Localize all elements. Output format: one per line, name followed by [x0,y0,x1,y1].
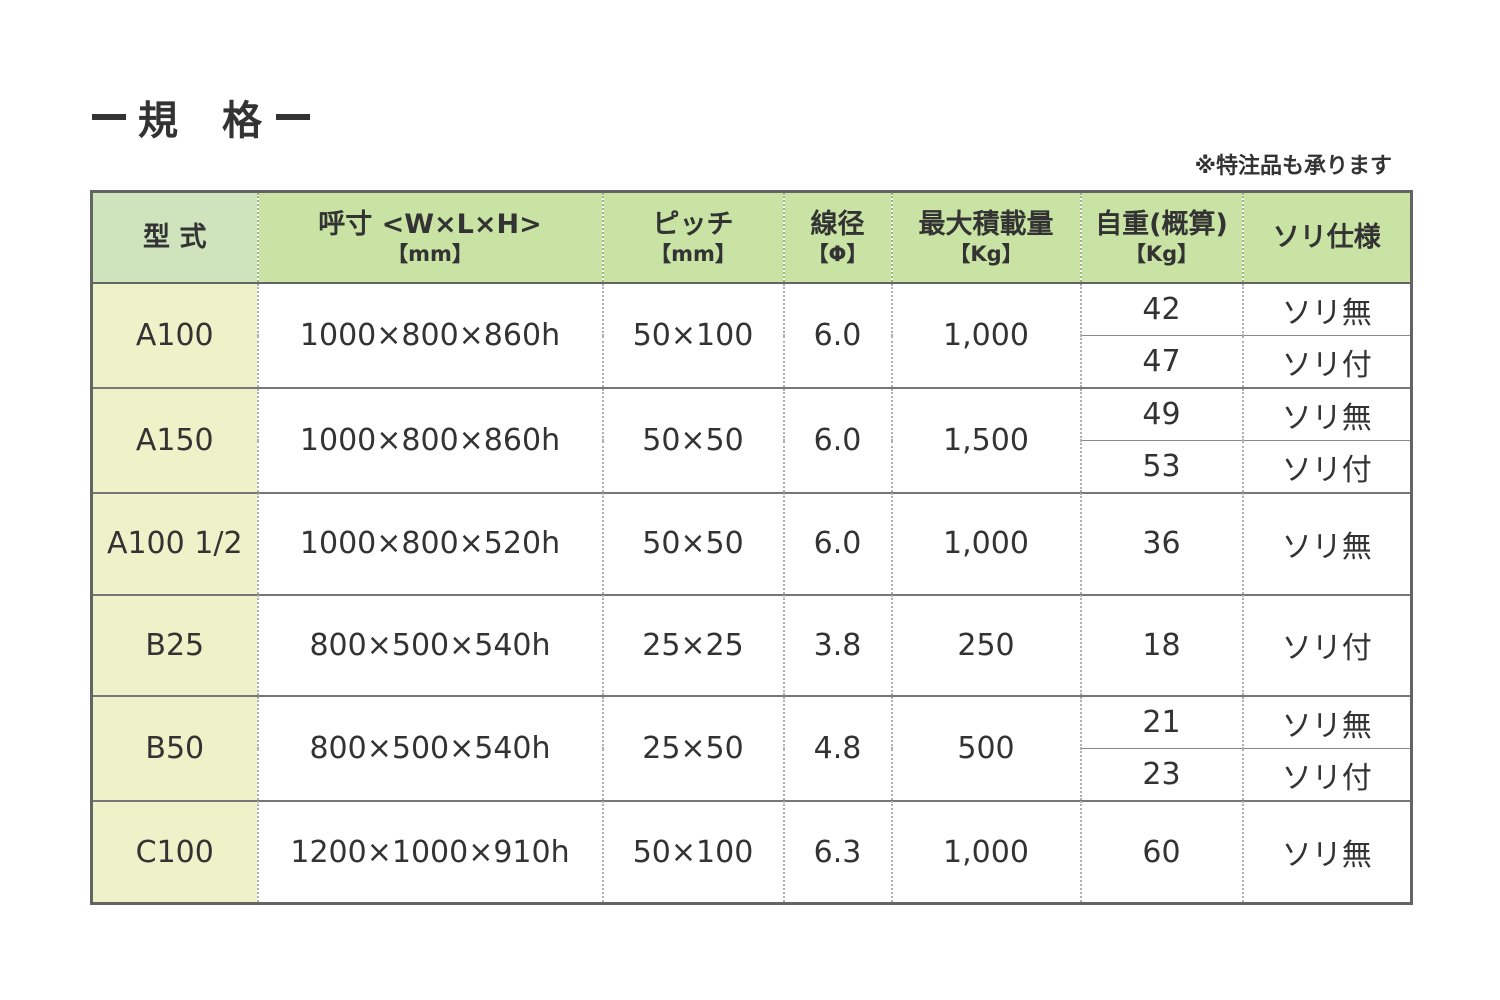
header-load-label: 最大積載量 [918,208,1054,240]
header-pitch-unit: 【mm】 [650,241,736,266]
header-weight-label: 自重(概算) [1095,208,1228,240]
model-cell: A100 [91,283,259,388]
table-subrow: 23 ソリ付 [92,748,1412,801]
pitch-cell: 25×50 [602,695,785,801]
table-row: A150 1000×800×860h 50×50 6.0 1,500 49 ソリ… [91,387,1412,493]
title-dash-right [276,114,310,120]
weight-cell: 53 [1080,440,1244,493]
load-cell: 500 [891,695,1082,801]
weight-cell: 18 [1080,593,1244,696]
pitch-cell: 50×100 [602,283,785,388]
table-subrow: 47 ソリ付 [92,335,1412,388]
size-cell: 1000×800×860h [257,387,604,493]
size-cell: 800×500×540h [257,695,604,801]
header-sled: ソリ仕様 [1242,191,1412,284]
weight-cell: 60 [1080,800,1244,904]
header-load: 最大積載量 【Kg】 [891,191,1082,284]
size-cell: 1200×1000×910h [257,800,604,904]
wire-cell: 4.8 [783,695,893,801]
model-cell: B50 [91,695,259,801]
model-cell: C100 [91,800,259,904]
spec-table: 型 式 呼寸 <W×L×H> 【mm】 ピッチ 【mm】 線径 【Φ】 最大積載… [90,190,1413,905]
load-cell: 1,500 [891,387,1082,493]
header-wire-label: 線径 [810,208,865,240]
header-weight: 自重(概算) 【Kg】 [1080,191,1244,284]
wire-cell: 3.8 [783,593,893,696]
model-cell: A100 1/2 [91,492,259,595]
table-row: B50 800×500×540h 25×50 4.8 500 21 ソリ無 [91,695,1412,801]
wire-cell: 6.0 [783,283,893,388]
load-cell: 1,000 [891,800,1082,904]
header-model-label: 型 式 [143,221,207,253]
load-cell: 1,000 [891,492,1082,595]
header-weight-unit: 【Kg】 [1124,241,1199,266]
weight-cell: 49 [1080,387,1244,441]
wire-cell: 6.0 [783,387,893,493]
size-cell: 1000×800×520h [257,492,604,595]
header-size-label: 呼寸 <W×L×H> [318,208,542,240]
pitch-cell: 25×25 [602,593,785,696]
pitch-cell: 50×100 [602,800,785,904]
size-cell: 1000×800×860h [257,283,604,388]
sled-cell: ソリ付 [1242,593,1412,696]
header-wire-unit: 【Φ】 [807,241,868,266]
page-title-text: 規 格 [138,98,264,144]
weight-cell: 21 [1080,695,1244,749]
sled-cell: ソリ付 [1242,440,1412,493]
weight-cell: 42 [1080,283,1244,336]
sled-cell: ソリ無 [1242,387,1412,441]
header-wire: 線径 【Φ】 [783,191,893,284]
weight-cell: 47 [1080,335,1244,388]
weight-cell: 23 [1080,748,1244,801]
wire-cell: 6.3 [783,800,893,904]
table-row: A100 1000×800×860h 50×100 6.0 1,000 42 ソ… [91,283,1412,388]
model-cell: A150 [91,387,259,493]
title-dash-left [92,114,126,120]
sled-cell: ソリ無 [1242,695,1412,749]
sled-cell: ソリ無 [1242,492,1412,595]
header-size: 呼寸 <W×L×H> 【mm】 [257,191,604,284]
sled-cell: ソリ付 [1242,335,1412,388]
size-cell: 800×500×540h [257,593,604,696]
page-title: 規 格 [92,88,310,146]
load-cell: 250 [891,593,1082,696]
header-sled-label: ソリ仕様 [1272,221,1381,253]
pitch-cell: 50×50 [602,492,785,595]
custom-order-note: ※特注品も承ります [1194,154,1392,179]
load-cell: 1,000 [891,283,1082,388]
pitch-cell: 50×50 [602,387,785,493]
header-load-unit: 【Kg】 [949,241,1023,266]
model-cell: B25 [91,593,259,696]
header-pitch-label: ピッチ [652,208,734,240]
header-row: 型 式 呼寸 <W×L×H> 【mm】 ピッチ 【mm】 線径 【Φ】 最大積載… [91,191,1412,284]
sled-cell: ソリ無 [1281,295,1372,331]
wire-cell: 6.0 [783,492,893,595]
table-subrow: 53 ソリ付 [92,440,1412,493]
weight-cell: 36 [1080,492,1244,595]
sled-cell: ソリ無 [1242,800,1412,904]
sled-cell: ソリ付 [1242,748,1412,801]
header-size-unit: 【mm】 [387,241,473,266]
header-pitch: ピッチ 【mm】 [602,191,785,284]
header-model: 型 式 [91,191,259,284]
